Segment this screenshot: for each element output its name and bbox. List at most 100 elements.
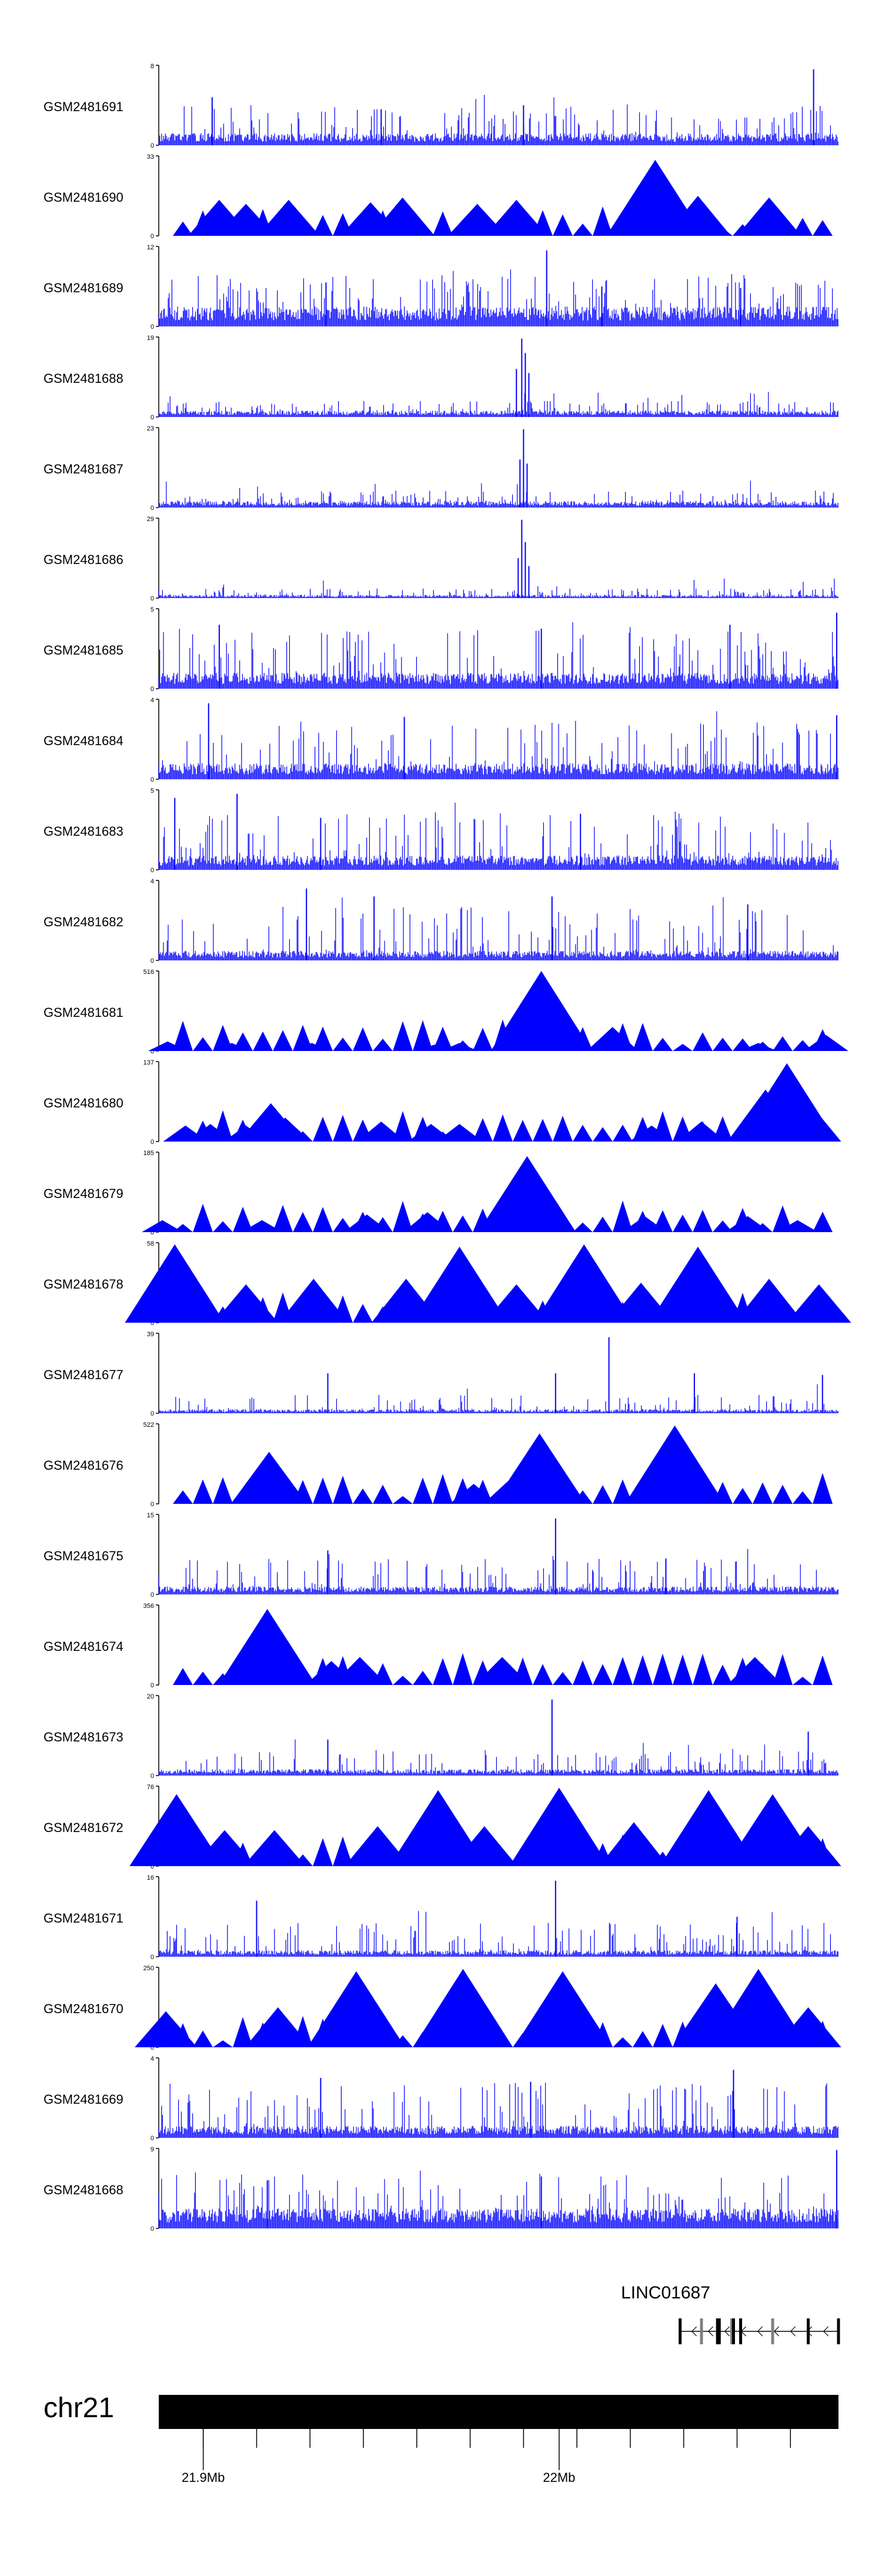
y-tick-label-max-gsm2481689: 12 [147,244,154,251]
y-tick-label-max-gsm2481679: 185 [143,1150,154,1157]
y-tick-label-min-gsm2481672: 0 [151,1863,154,1870]
peak-gsm2481674-2 [332,1657,387,1685]
strand-arrow [691,2326,697,2337]
peak-gsm2481672-7 [599,1822,669,1866]
peak-gsm2481680-1 [187,1124,233,1142]
gene-exon-0 [679,2318,682,2344]
peak-gsm2481672-2 [243,1830,306,1866]
y-tick-label-min-gsm2481690: 0 [151,233,154,240]
y-tick-label-max-gsm2481675: 15 [147,1512,154,1519]
y-tick-label-min-gsm2481684: 0 [151,776,154,783]
peak-gsm2481678-8 [649,1246,747,1323]
y-tick-label-max-gsm2481681: 516 [143,969,154,976]
peak-gsm2481678-2 [279,1279,349,1323]
y-tick-label-max-gsm2481688: 19 [147,335,154,342]
genome-tick-label-0: 21.9Mb [182,2470,225,2485]
peak-gsm2481690-5 [447,203,507,236]
peak-gsm2481674-4 [727,1657,783,1685]
track-label-gsm2481681: GSM2481681 [44,1005,123,1020]
peak-gsm2481678-9 [734,1279,804,1323]
track-label-gsm2481684: GSM2481684 [44,733,123,748]
signal-gsm2481682 [158,897,838,960]
y-tick-label-max-gsm2481686: 29 [147,516,154,523]
y-tick-label-max-gsm2481674: 356 [143,1603,154,1610]
peak-gsm2481681-0 [148,1041,188,1051]
peak-gsm2481679-4 [478,1156,576,1232]
peak-gsm2481680-4 [259,1117,311,1142]
peak-gsm2481674-0 [218,1609,316,1685]
peak-gsm2481670-4 [513,1971,612,2047]
peak-gsm2481672-1 [193,1830,256,1866]
peak-gsm2481672-3 [345,1826,411,1866]
gene-exon-7 [771,2318,774,2344]
peak-gsm2481672-4 [389,1790,487,1866]
peak-gsm2481678-5 [484,1284,549,1323]
track-label-gsm2481676: GSM2481676 [44,1458,123,1473]
peak-gsm2481679-3 [403,1212,452,1232]
strand-arrow [773,2326,780,2337]
strand-arrow [790,2326,796,2337]
peak-gsm2481690-9 [737,197,801,236]
strand-arrow [823,2326,829,2337]
y-tick-label-min-gsm2481686: 0 [151,595,154,602]
gene-exon-2 [716,2318,719,2344]
y-tick-label-max-gsm2481683: 5 [151,788,154,795]
y-tick-label-min-gsm2481681: 0 [151,1048,154,1055]
y-tick-label-min-gsm2481676: 0 [151,1501,154,1508]
y-tick-label-min-gsm2481678: 0 [151,1320,154,1327]
y-tick-label-max-gsm2481684: 4 [151,697,154,704]
gene-exon-4 [730,2318,733,2344]
y-tick-label-max-gsm2481685: 5 [151,606,154,613]
peak-gsm2481678-10 [786,1284,851,1323]
peak-gsm2481680-8 [629,1125,674,1142]
y-tick-label-max-gsm2481669: 4 [151,2056,154,2063]
signal-gsm2481688 [158,392,838,417]
peak-gsm2481679-5 [622,1216,667,1232]
peak-gsm2481678-1 [213,1284,279,1323]
peak-gsm2481681-2 [293,1043,331,1051]
gene-exon-1 [700,2318,703,2344]
track-label-gsm2481670: GSM2481670 [44,2001,123,2016]
peak-gsm2481690-1 [216,203,276,236]
signal-gsm2481677 [158,1384,838,1413]
signal-gsm2481683 [158,802,838,870]
strand-arrow [707,2326,714,2337]
peak-gsm2481676-3 [493,1433,586,1504]
y-tick-label-min-gsm2481688: 0 [151,414,154,421]
track-label-gsm2481687: GSM2481687 [44,462,123,476]
signal-gsm2481689 [158,269,838,326]
y-tick-label-min-gsm2481679: 0 [151,1229,154,1236]
signal-gsm2481684 [158,711,838,779]
track-label-gsm2481673: GSM2481673 [44,1730,123,1744]
chromosome-bar [159,2395,838,2429]
peak-gsm2481672-8 [660,1790,758,1866]
gene-exon-5 [731,2318,735,2344]
y-tick-label-min-gsm2481671: 0 [151,1954,154,1961]
track-label-gsm2481668: GSM2481668 [44,2183,123,2197]
y-tick-label-min-gsm2481685: 0 [151,686,154,693]
chromosome-label: chr21 [44,2393,114,2424]
strand-arrow [757,2326,763,2337]
y-tick-label-max-gsm2481691: 8 [151,63,154,70]
peak-gsm2481681-3 [416,1045,453,1051]
peak-gsm2481670-0 [135,2011,198,2047]
y-tick-label-min-gsm2481675: 0 [151,1591,154,1599]
gene-exon-3 [717,2318,721,2344]
gene-exon-9 [837,2318,840,2344]
peak-gsm2481681-4 [440,1043,479,1051]
peak-gsm2481679-0 [142,1220,183,1232]
signal-gsm2481686 [158,578,838,598]
peak-gsm2481679-6 [725,1216,770,1232]
track-label-gsm2481675: GSM2481675 [44,1549,123,1563]
y-tick-label-min-gsm2481687: 0 [151,505,154,512]
peak-gsm2481676-1 [449,1484,498,1504]
y-tick-label-min-gsm2481673: 0 [151,1773,154,1780]
track-label-gsm2481678: GSM2481678 [44,1277,123,1292]
y-tick-label-min-gsm2481689: 0 [151,323,154,331]
y-tick-label-max-gsm2481671: 16 [147,1874,154,1881]
y-tick-label-max-gsm2481690: 33 [147,154,154,161]
track-label-gsm2481688: GSM2481688 [44,371,123,386]
signal-gsm2481675 [158,1549,838,1594]
track-label-gsm2481689: GSM2481689 [44,281,123,295]
